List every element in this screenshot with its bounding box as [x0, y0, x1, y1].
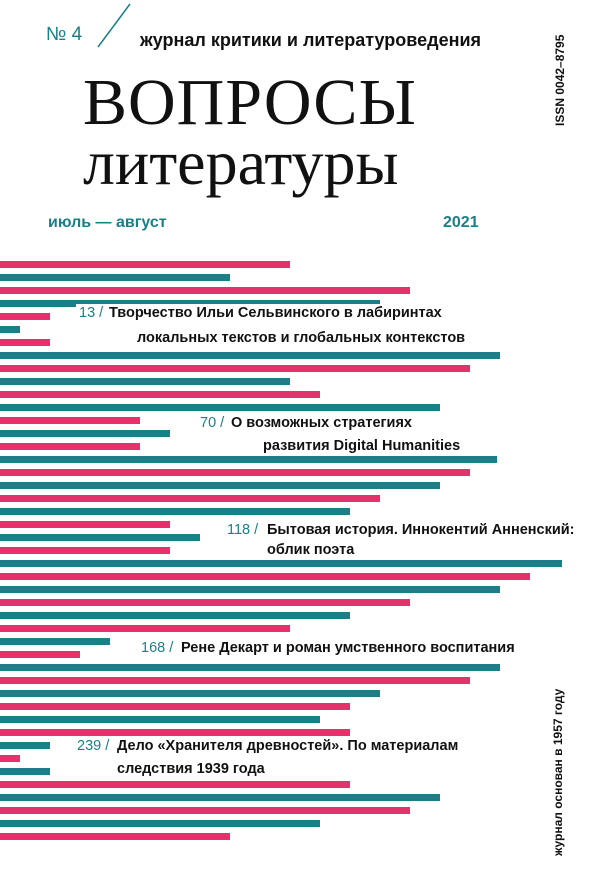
- stripe: [0, 352, 500, 359]
- title: литературы: [83, 127, 399, 198]
- slash-line: [97, 3, 131, 48]
- stripe: [0, 586, 500, 593]
- stripe: [0, 599, 410, 606]
- stripe: [0, 547, 170, 554]
- issue-number: № 4: [46, 24, 83, 45]
- stripe: [0, 755, 20, 762]
- stripe: [0, 326, 20, 333]
- stripe: [0, 417, 140, 424]
- article-title: следствия 1939 года: [114, 760, 268, 778]
- article-title: локальных текстов и глобальных контексто…: [134, 329, 469, 347]
- stripe: [0, 573, 530, 580]
- stripe: [0, 508, 350, 515]
- article-title: развития Digital Humanities: [260, 437, 464, 455]
- stripe: [0, 638, 110, 645]
- stripe: [0, 742, 50, 749]
- stripe: [0, 313, 50, 320]
- stripe: [0, 807, 410, 814]
- stripe: [0, 716, 320, 723]
- stripe: [0, 495, 380, 502]
- stripe-group: [0, 261, 562, 840]
- page-number: 13 /: [76, 304, 107, 322]
- stripe: [0, 443, 140, 450]
- subtitle: журнал критики и литературоведения: [140, 30, 482, 50]
- stripe: [0, 261, 290, 268]
- stripe: [0, 781, 350, 788]
- stripe: [0, 690, 380, 697]
- article-title: облик поэта: [264, 541, 358, 559]
- stripe: [0, 300, 380, 307]
- stripe: [0, 625, 290, 632]
- issue-period: июль — август: [48, 214, 167, 231]
- stripe: [0, 404, 440, 411]
- page-number: 168 /: [138, 639, 177, 657]
- issue-year: 2021: [443, 214, 479, 231]
- stripe: [0, 391, 320, 398]
- article-title: Творчество Ильи Сельвинского в лабиринта…: [106, 304, 445, 322]
- stripe: [0, 469, 470, 476]
- article-title: Дело «Хранителя древностей». По материал…: [114, 737, 462, 755]
- stripe: [0, 768, 50, 775]
- stripe: [0, 456, 497, 463]
- stripe: [0, 339, 50, 346]
- stripe: [0, 651, 80, 658]
- stripe: [0, 430, 170, 437]
- stripe: [0, 612, 350, 619]
- stripe: [0, 365, 470, 372]
- stripe: [0, 378, 290, 385]
- stripe: [0, 664, 500, 671]
- issn: ISSN 0042–8795: [553, 34, 567, 126]
- article-title: О возможных стратегиях: [228, 414, 415, 432]
- article-title: Бытовая история. Иннокентий Анненский:: [264, 521, 578, 539]
- stripe: [0, 521, 170, 528]
- stripe: [0, 534, 200, 541]
- stripe: [0, 729, 350, 736]
- stripe: [0, 287, 410, 294]
- stripe: [0, 274, 230, 281]
- founded-note: журнал основан в 1957 году: [551, 688, 565, 856]
- stripe: [0, 560, 562, 567]
- title: ВОПРОСЫ: [83, 66, 417, 139]
- stripe: [0, 820, 320, 827]
- stripe: [0, 833, 230, 840]
- stripe: [0, 794, 440, 801]
- page-number: 239 /: [74, 737, 113, 755]
- article-title: Рене Декарт и роман умственного воспитан…: [178, 639, 518, 657]
- page-number: 70 /: [197, 414, 228, 432]
- stripe: [0, 677, 470, 684]
- stripe: [0, 482, 440, 489]
- stripe: [0, 703, 350, 710]
- page-number: 118 /: [224, 521, 262, 539]
